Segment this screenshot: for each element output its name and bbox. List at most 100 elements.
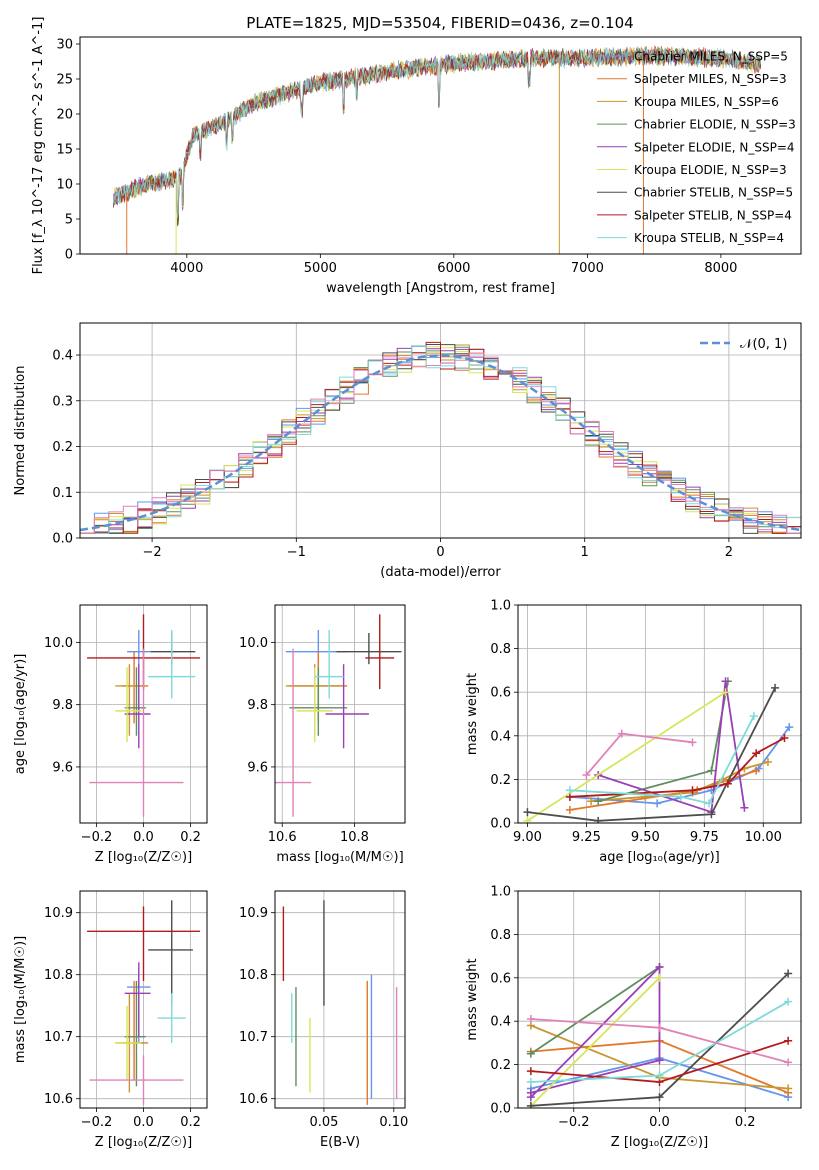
plot-area [526,962,793,1108]
weight-marker-pink [526,1015,535,1024]
series-line-salpeter_stelib [113,45,762,220]
histogram-salpeter_stelib [80,341,801,534]
y-tick-label: 0.6 [490,971,511,986]
y-axis-label: Normed distribution [13,366,28,496]
x-tick-label: 10.00 [745,830,782,845]
panel-residuals: −2 −1 0 1 2 0.0 0.1 0.2 0.3 0.4 (data-model)/error… [13,322,802,580]
weight-marker-chabrier_elodie [594,797,603,806]
weight-marker-kroupa_stelib [526,1077,535,1086]
y-axis-label: mass weight [465,958,480,1040]
weight-marker-pink [655,1023,664,1032]
y-tick-label: 10.8 [44,968,73,983]
x-tick-label: 5000 [304,261,337,276]
weight-marker-salpeter_elodie [526,1088,535,1097]
y-tick-label: 0.3 [52,394,73,409]
y-tick-label: 0.4 [490,1015,511,1030]
y-tick-label: 0.2 [52,440,73,455]
weight-line-chabrier_elodie [530,966,661,1055]
x-tick-label: −0.2 [558,1115,590,1130]
weight-line-salpeter_elodie [597,681,746,814]
weight-line-pink [585,732,693,776]
y-tick-label: 10.9 [44,906,73,921]
weight-marker-chabrier_elodie [526,1049,535,1058]
x-tick-label: 0 [436,545,444,560]
y-axis-label: age [log₁₀(age/yr)] [13,654,28,775]
y-tick-label: 0.0 [490,1102,511,1117]
legend-label: Kroupa STELIB, N_SSP=4 [634,231,784,245]
y-tick-label: 0.0 [52,532,73,547]
weight-marker-kroupa_stelib [705,799,714,808]
y-tick-label: 9.8 [247,698,268,713]
weight-line-chabrier_elodie [597,681,729,803]
y-tick-label: 10.6 [44,1092,73,1107]
weight-marker-kroupa_elodie [523,816,532,823]
x-tick-label: 10.6 [268,830,297,845]
y-tick-label: 15 [56,143,73,158]
weight-marker-kroupa_stelib [749,712,758,721]
y-tick-label: 0.6 [490,686,511,701]
weight-marker-chabrier_elodie [707,766,716,775]
x-tick-label: 0.10 [379,1115,408,1130]
y-tick-label: 1.0 [490,885,511,900]
weight-marker-salpeter_elodie [721,677,730,686]
y-tick-label: 1.0 [490,599,511,614]
weight-marker-kroupa_miles [784,1084,793,1093]
x-tick-label: 9.00 [513,830,542,845]
y-tick-label: 10.6 [239,1092,268,1107]
plot-area [523,677,794,823]
x-tick-label: −1 [287,545,306,560]
y-tick-label: 0.4 [490,729,511,744]
y-tick-label: 9.6 [52,760,73,775]
weight-marker-chabrier_miles [785,723,794,732]
x-tick-label: 4000 [170,261,203,276]
x-tick-label: 1 [581,545,589,560]
weight-marker-kroupa_stelib [655,1071,664,1080]
y-tick-label: 0.2 [490,1058,511,1073]
legend-label: Salpeter STELIB, N_SSP=4 [634,208,792,222]
legend-label: Salpeter MILES, N_SSP=3 [634,72,787,86]
y-tick-label: 0.1 [52,486,73,501]
weight-marker-chabrier_miles [653,799,662,808]
y-tick-label: 5 [65,213,73,228]
weight-marker-kroupa_miles [763,757,772,766]
y-tick-label: 10.8 [239,968,268,983]
y-tick-label: 0 [65,248,73,263]
panel-spectrum: 4000 5000 6000 7000 8000 0 5 10 15 20 25 30 waveleng… [31,14,802,296]
weight-line-kroupa_elodie [526,691,726,822]
x-tick-label: 9.75 [690,830,719,845]
x-tick-label: 10.8 [340,830,369,845]
histogram-pink [80,352,801,534]
plot-area [80,341,801,534]
y-tick-label: 10.7 [239,1030,268,1045]
plot-area [113,45,762,254]
panel-age_vs_Z: −0.2 0.0 0.2 9.6 9.8 10.0 Z [log₁₀(Z/Z☉)] age [… [13,604,208,865]
weight-marker-chabrier_stelib [707,810,716,819]
weight-line-kroupa_elodie [530,977,661,1107]
weight-marker-chabrier_stelib [526,1101,535,1108]
weight-marker-salpeter_stelib [723,779,732,788]
y-tick-label: 9.6 [247,760,268,775]
legend-label: Kroupa MILES, N_SSP=6 [634,95,779,109]
x-tick-label: 9.50 [631,830,660,845]
y-tick-label: 10.7 [44,1030,73,1045]
y-tick-label: 0.8 [490,642,511,657]
y-tick-label: 10.0 [239,636,268,651]
x-tick-label: 0.0 [133,1115,154,1130]
y-tick-label: 0.8 [490,928,511,943]
weight-marker-kroupa_miles [587,797,596,806]
weight-marker-salpeter_stelib [784,1036,793,1045]
x-tick-label: 0.2 [180,1115,201,1130]
y-tick-label: 10.9 [239,906,268,921]
weight-line-salpeter_elodie [530,964,661,1098]
y-tick-label: 10 [56,178,73,193]
x-axis-label: age [log₁₀(age/yr)] [599,850,720,865]
weight-marker-kroupa_stelib [784,997,793,1006]
panel-mass_vs_Z: −0.2 0.0 0.2 10.6 10.7 10.8 10.9 Z [log₁₀(Z/Z☉)… [13,890,208,1150]
weight-marker-chabrier_stelib [523,808,532,817]
panel-age_vs_mass: 10.6 10.8 9.6 9.8 10.0 mass [log₁₀(M/M☉)] [239,604,406,865]
x-tick-label: −0.2 [81,1115,113,1130]
weight-marker-chabrier_stelib [784,969,793,978]
weight-marker-salpeter_elodie [740,803,749,812]
weight-marker-pink [784,1058,793,1067]
